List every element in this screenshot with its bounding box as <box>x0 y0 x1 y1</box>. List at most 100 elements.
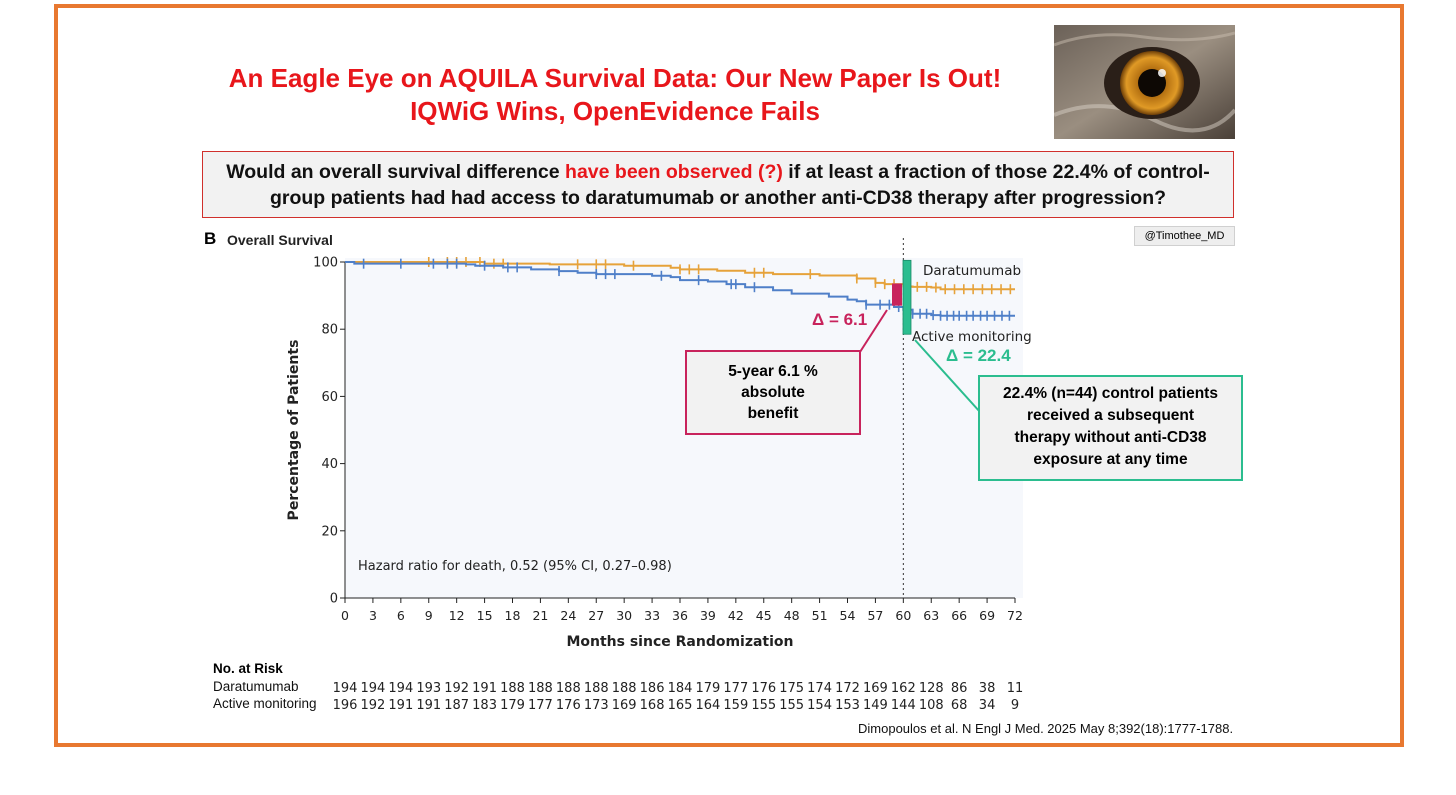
x-tick-label: 69 <box>979 608 995 623</box>
delta-6-1-label: Δ = 6.1 <box>812 310 868 329</box>
x-tick-label: 21 <box>532 608 548 623</box>
plot-area <box>345 258 1023 598</box>
risk-count: 11 <box>1007 681 1024 696</box>
x-tick-label: 27 <box>588 608 604 623</box>
x-tick-label: 24 <box>560 608 576 623</box>
x-tick-label: 9 <box>425 608 433 623</box>
number-at-risk-title: No. at Risk <box>213 661 283 676</box>
x-tick-label: 3 <box>369 608 377 623</box>
x-tick-label: 66 <box>951 608 967 623</box>
callout-line: 22.4% (n=44) control patients <box>1003 385 1218 402</box>
risk-count: 169 <box>612 698 637 713</box>
risk-count: 168 <box>640 698 665 713</box>
risk-count: 38 <box>979 681 996 696</box>
risk-count: 172 <box>835 681 860 696</box>
y-tick-label: 0 <box>330 592 338 607</box>
risk-count: 188 <box>500 681 525 696</box>
risk-count: 194 <box>333 681 358 696</box>
risk-count: 188 <box>556 681 581 696</box>
x-tick-label: 63 <box>923 608 939 623</box>
risk-count: 186 <box>640 681 665 696</box>
x-tick-label: 45 <box>756 608 772 623</box>
risk-count: 162 <box>891 681 916 696</box>
risk-count: 154 <box>807 698 832 713</box>
risk-count: 149 <box>863 698 888 713</box>
risk-count: 179 <box>500 698 525 713</box>
risk-count: 159 <box>723 698 748 713</box>
callout-line: exposure at any time <box>1033 451 1188 468</box>
risk-count: 128 <box>919 681 944 696</box>
risk-row-label-daratumumab: Daratumumab <box>213 679 299 694</box>
slide-title-line1: An Eagle Eye on AQUILA Survival Data: Ou… <box>228 63 1002 93</box>
y-tick-label: 20 <box>321 524 338 539</box>
panel-letter: B <box>204 229 217 248</box>
subsequent-therapy-callout: 22.4% (n=44) control patients received a… <box>978 375 1243 481</box>
risk-count: 155 <box>751 698 776 713</box>
x-tick-label: 6 <box>397 608 405 623</box>
delta-22-4-label: Δ = 22.4 <box>946 346 1011 365</box>
risk-count: 184 <box>668 681 693 696</box>
risk-count: 192 <box>361 698 386 713</box>
delta-22-4-bar <box>902 259 912 335</box>
risk-count: 155 <box>779 698 804 713</box>
x-axis-label: Months since Randomization <box>566 634 793 650</box>
risk-count: 174 <box>807 681 832 696</box>
x-tick-label: 48 <box>784 608 800 623</box>
question-text-start: Would an overall survival difference <box>226 161 566 183</box>
x-tick-label: 51 <box>812 608 828 623</box>
risk-row-label-active-monitoring: Active monitoring <box>213 696 317 711</box>
delta-6-1-bar <box>892 283 902 306</box>
risk-count: 153 <box>835 698 860 713</box>
risk-count: 188 <box>612 681 637 696</box>
x-tick-label: 15 <box>477 608 493 623</box>
x-tick-label: 54 <box>840 608 856 623</box>
y-tick-label: 60 <box>321 390 338 405</box>
daratumumab-curve <box>345 261 1015 291</box>
y-tick-label: 100 <box>313 256 338 271</box>
question-highlight: have been observed (?) <box>565 161 783 183</box>
question-text-end: if at least a fraction of those 22.4% of… <box>269 161 1210 209</box>
slide-title-line2: IQWiG Wins, OpenEvidence Fails <box>410 96 820 126</box>
x-tick-label: 33 <box>644 608 660 623</box>
callout-line: received a subsequent <box>1026 407 1195 424</box>
question-box: Would an overall survival difference hav… <box>202 151 1234 218</box>
y-axis-label: Percentage of Patients <box>286 340 302 521</box>
risk-count: 176 <box>556 698 581 713</box>
risk-count: 187 <box>444 698 469 713</box>
x-tick-label: 72 <box>1007 608 1023 623</box>
callout-line: absolute <box>741 384 805 401</box>
risk-count: 34 <box>979 698 996 713</box>
risk-count: 188 <box>528 681 553 696</box>
risk-count: 192 <box>444 681 469 696</box>
eagle-eye-image <box>1054 25 1235 139</box>
x-tick-label: 12 <box>449 608 465 623</box>
green-connector <box>914 339 981 413</box>
risk-count: 175 <box>779 681 804 696</box>
active-monitoring-label: Active monitoring <box>912 329 1032 345</box>
x-tick-label: 30 <box>616 608 632 623</box>
y-tick-label: 80 <box>321 323 338 338</box>
risk-count: 86 <box>951 681 968 696</box>
risk-count: 191 <box>388 698 413 713</box>
risk-count: 193 <box>416 681 441 696</box>
risk-count: 177 <box>723 681 748 696</box>
risk-count: 176 <box>751 681 776 696</box>
risk-count: 196 <box>333 698 358 713</box>
author-handle: @Timothee_MD <box>1134 226 1235 246</box>
hazard-ratio-text: Hazard ratio for death, 0.52 (95% CI, 0.… <box>358 559 672 574</box>
citation: Dimopoulos et al. N Engl J Med. 2025 May… <box>858 721 1234 736</box>
risk-count: 183 <box>472 698 497 713</box>
slide-frame <box>54 4 1404 747</box>
y-tick-label: 40 <box>321 457 338 472</box>
risk-count: 108 <box>919 698 944 713</box>
risk-count: 173 <box>584 698 609 713</box>
risk-count: 191 <box>472 681 497 696</box>
pink-connector <box>859 309 888 353</box>
daratumumab-label: Daratumumab <box>923 263 1021 279</box>
risk-count: 191 <box>416 698 441 713</box>
x-tick-label: 39 <box>700 608 716 623</box>
risk-count: 194 <box>361 681 386 696</box>
x-tick-label: 36 <box>672 608 688 623</box>
risk-count: 169 <box>863 681 888 696</box>
